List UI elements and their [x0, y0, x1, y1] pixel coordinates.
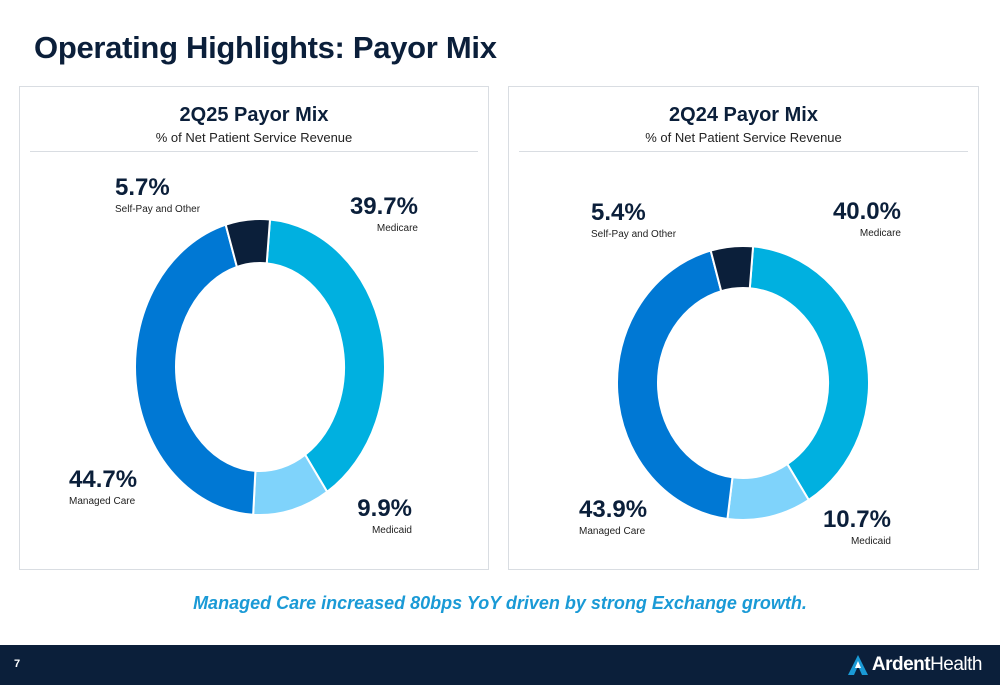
donut-chart-2q24: [616, 245, 870, 521]
donut-slice-medicare: [748, 245, 870, 502]
value-label-medicare: 40.0%: [832, 198, 901, 225]
value-label-managed-care: 43.9%: [579, 496, 648, 523]
value-label-self-pay: 5.7%: [115, 174, 170, 201]
value-label-medicaid: 9.9%: [357, 495, 412, 522]
divider: [519, 151, 968, 152]
ardent-a-logo-icon: [847, 655, 868, 675]
footer-bar: 7 Ardent Health: [0, 645, 1000, 685]
category-label-medicaid: Medicaid: [850, 536, 891, 547]
chart-title: 2Q25 Payor Mix: [179, 104, 329, 126]
donut-slice-self-pay-and-other: [224, 218, 272, 269]
category-label-medicare: Medicare: [376, 223, 418, 234]
chart-title: 2Q24 Payor Mix: [669, 104, 818, 126]
donut-slice-self-pay-and-other: [709, 245, 755, 293]
value-label-managed-care: 44.7%: [69, 466, 138, 493]
divider: [30, 151, 478, 152]
callout-text: Managed Care increased 80bps YoY driven …: [193, 593, 807, 613]
category-label-managed-care: Managed Care: [579, 526, 646, 537]
chart-panel-2q25: 2Q25 Payor Mix % of Net Patient Service …: [19, 86, 489, 570]
category-label-managed-care: Managed Care: [69, 496, 136, 507]
value-label-self-pay: 5.4%: [591, 199, 646, 226]
logo-word-ardent: Ardent: [871, 654, 931, 675]
page-title: Operating Highlights: Payor Mix: [34, 30, 497, 65]
chart-subtitle: % of Net Patient Service Revenue: [645, 130, 842, 145]
logo-word-health: Health: [930, 654, 982, 675]
chart-subtitle: % of Net Patient Service Revenue: [155, 130, 353, 145]
donut-slice-medicare: [265, 218, 386, 494]
category-label-self-pay: Self-Pay and Other: [115, 204, 201, 215]
page-number: 7: [14, 658, 21, 670]
value-label-medicaid: 10.7%: [822, 506, 891, 533]
category-label-medicaid: Medicaid: [371, 525, 412, 536]
category-label-medicare: Medicare: [859, 228, 901, 239]
company-logo: Ardent Health: [847, 653, 982, 677]
chart-panel-2q24: 2Q24 Payor Mix % of Net Patient Service …: [508, 86, 979, 570]
donut-slice-managed-care: [134, 223, 257, 516]
value-label-medicare: 39.7%: [349, 193, 418, 220]
donut-slice-managed-care: [616, 249, 734, 521]
donut-chart-2q25: [134, 218, 386, 516]
category-label-self-pay: Self-Pay and Other: [591, 229, 677, 240]
